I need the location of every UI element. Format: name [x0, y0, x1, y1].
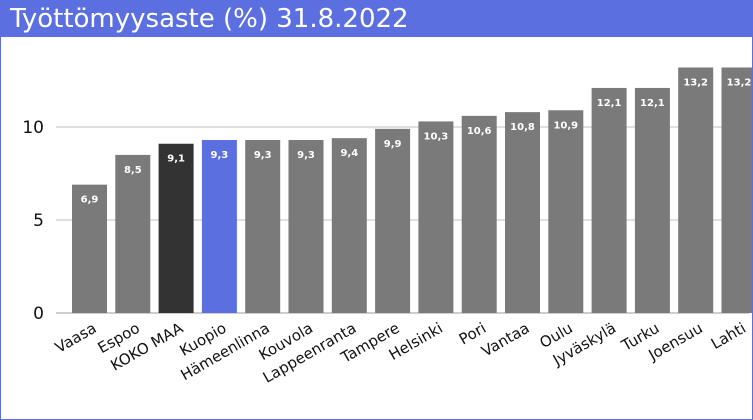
- y-tick-label: 10: [22, 118, 44, 138]
- bar-hämeenlinna: [245, 140, 281, 313]
- bar-joensuu: [678, 67, 714, 313]
- data-label: 9,1: [167, 154, 185, 165]
- bar-espoo: [115, 154, 151, 313]
- data-label: 9,3: [297, 150, 315, 161]
- bar-oulu: [548, 110, 584, 313]
- bar-kouvola: [288, 140, 324, 313]
- chart-title: Työttömyysaste (%) 31.8.2022: [10, 4, 409, 34]
- data-label: 9,3: [254, 150, 272, 161]
- x-tick-label: Vantaa: [478, 319, 532, 361]
- bar-vantaa: [505, 112, 540, 314]
- y-tick-label: 0: [33, 304, 44, 324]
- data-label: 9,9: [384, 139, 402, 150]
- y-axis-ticks: 0 5 10: [22, 118, 44, 324]
- data-label: 13,2: [683, 77, 708, 88]
- bar-kuopio: [201, 140, 237, 313]
- x-tick-label: Lahti: [708, 319, 749, 353]
- data-label: 10,6: [467, 126, 492, 137]
- bar-pori: [461, 115, 497, 313]
- data-label: 10,9: [553, 120, 578, 131]
- bar-vaasa: [72, 184, 107, 313]
- bar-lahti: [721, 67, 752, 313]
- bar-koko-maa: [158, 143, 194, 313]
- bars: [72, 67, 752, 314]
- y-tick-label: 5: [33, 211, 44, 231]
- data-label: 8,5: [124, 165, 142, 176]
- bar-lappeenranta: [331, 138, 367, 313]
- data-label: 13,2: [727, 77, 752, 88]
- data-label: 10,8: [510, 122, 535, 133]
- bar-jyväskylä: [591, 87, 627, 313]
- data-label: 6,9: [81, 195, 99, 206]
- data-label: 9,4: [340, 148, 358, 159]
- x-tick-label: Vaasa: [52, 319, 100, 357]
- bar-turku: [634, 87, 670, 313]
- data-label: 12,1: [597, 98, 622, 109]
- bar-helsinki: [418, 121, 454, 313]
- bar-tampere: [375, 128, 411, 313]
- data-label: 12,1: [640, 98, 665, 109]
- data-labels: 6,9 8,5 9,1 9,3 9,3 9,3 9,4 9,9 10,3 10,6 10,8 10,9…: [81, 77, 752, 205]
- title-bar: Työttömyysaste (%) 31.8.2022: [1, 1, 752, 37]
- data-label: 9,3: [211, 150, 229, 161]
- data-label: 10,3: [424, 131, 449, 142]
